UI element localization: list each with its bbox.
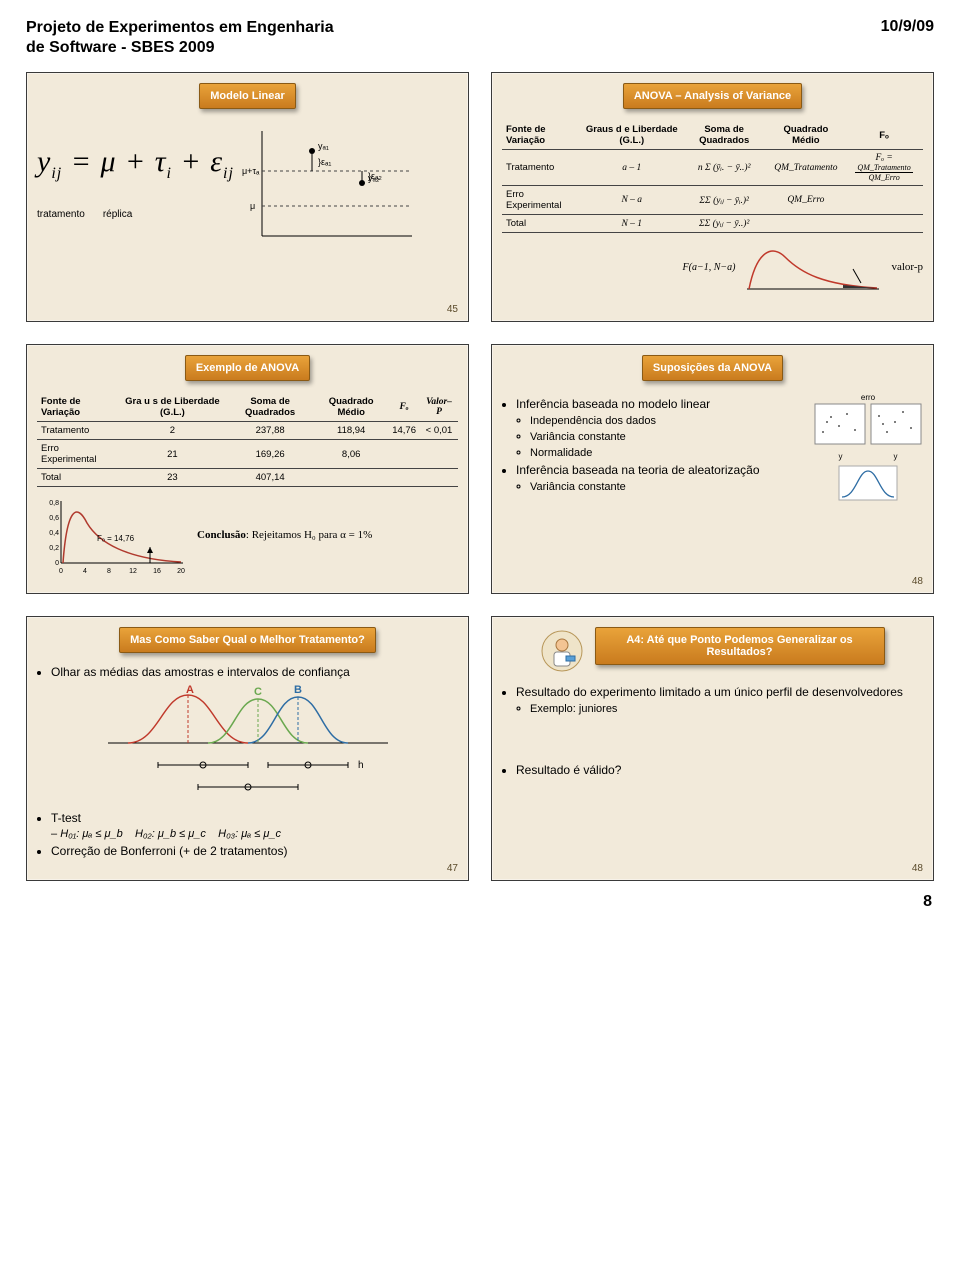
svg-text:0,4: 0,4 — [49, 530, 59, 537]
svg-text:16: 16 — [153, 568, 161, 575]
slide-number: 48 — [912, 863, 923, 874]
valor-p-label: valor-p — [891, 261, 923, 273]
svg-text:B: B — [294, 684, 302, 696]
anova-example-table: Fonte de Variação Gra u s de Liberdade (… — [37, 393, 458, 487]
f-density-chart: 0,8 0,6 0,4 0,2 0 0 4 8 12 16 20 — [37, 495, 187, 575]
table-row: Total N – 1 ΣΣ (yᵢⱼ − ȳ..)² — [502, 215, 923, 233]
svg-text:0: 0 — [55, 560, 59, 567]
table-row: Tratamento 2 237,88 118,94 14,76 < 0,01 — [37, 422, 458, 440]
normal-curve-icon — [838, 465, 898, 501]
slide-title: Mas Como Saber Qual o Melhor Tratamento? — [119, 627, 376, 653]
col-fonte: Fonte de Variação — [502, 121, 582, 150]
header-title: Projeto de Experimentos em Engenharia de… — [26, 18, 334, 58]
linear-model-equation: yij = μ + τi + εij — [37, 145, 234, 178]
f-dist-label: F(a−1, N−a) — [683, 262, 736, 273]
svg-text:}εₐ₂: }εₐ₂ — [368, 171, 382, 181]
table-row: Tratamento a – 1 n Σ (ȳᵢ. − ȳ..)² QM_Tra… — [502, 150, 923, 186]
svg-text:μ: μ — [250, 201, 255, 211]
svg-text:0,6: 0,6 — [49, 515, 59, 522]
slide-title: Modelo Linear — [199, 83, 296, 109]
label-replica: réplica — [103, 209, 132, 220]
svg-text:8: 8 — [107, 568, 111, 575]
slide-generalizar-resultados: A4: Até que Ponto Podemos Generalizar os… — [491, 616, 934, 881]
header-line1: Projeto de Experimentos em Engenharia — [26, 19, 334, 36]
col-gl: Graus d e Liberdade (G.L.) — [582, 121, 682, 150]
slide-modelo-linear: Modelo Linear yij = μ + τi + εij tratame… — [26, 72, 469, 322]
residual-scatter-icon — [813, 402, 923, 450]
col-sq: Soma de Quadrados — [682, 121, 767, 150]
svg-text:μ+τₐ: μ+τₐ — [242, 166, 260, 176]
table-row: Erro Experimental N – a ΣΣ (yᵢⱼ − ȳᵢ.)² … — [502, 186, 923, 215]
three-distributions-icon: A C B — [98, 683, 398, 753]
page-header: Projeto de Experimentos em Engenharia de… — [26, 18, 934, 58]
svg-text:}εₐ₁: }εₐ₁ — [318, 157, 331, 167]
svg-text:12: 12 — [129, 568, 137, 575]
slide-title: Exemplo de ANOVA — [185, 355, 310, 381]
svg-text:20: 20 — [177, 568, 185, 575]
bullet-list: Inferência baseada no modelo linear Inde… — [502, 393, 923, 501]
slide-title: A4: Até que Ponto Podemos Generalizar os… — [595, 627, 885, 665]
conclusion-text: Conclusão: Rejeitamos H₀ para α = 1% — [197, 529, 372, 541]
slide-melhor-tratamento: Mas Como Saber Qual o Melhor Tratamento?… — [26, 616, 469, 881]
anova-definition-table: Fonte de Variação Graus d e Liberdade (G… — [502, 121, 923, 233]
col-qm: Quadrado Médio — [767, 121, 846, 150]
page-number: 8 — [923, 893, 932, 911]
slide-suposicoes-anova: Suposições da ANOVA Inferência baseada n… — [491, 344, 934, 594]
svg-text:h: h — [358, 760, 364, 771]
svg-text:0: 0 — [59, 568, 63, 575]
f-distribution-curve — [743, 239, 883, 295]
svg-text:0,8: 0,8 — [49, 500, 59, 507]
hypotheses-row: – H₀₁: μₐ ≤ μ_b H₀₂: μ_b ≤ μ_c H₀₃: μₐ ≤… — [51, 828, 458, 840]
slide-number: 45 — [447, 304, 458, 315]
svg-text:A: A — [186, 684, 194, 696]
svg-text:0,2: 0,2 — [49, 545, 59, 552]
svg-text:C: C — [254, 686, 262, 698]
fo-marker-label: Fₒ = 14,76 — [97, 534, 135, 543]
linear-model-diagram: μ+τₐ μ yₐ₁ }εₐ₁ yₐ₂ }εₐ₂ — [242, 121, 422, 251]
svg-text:yₐ₁: yₐ₁ — [318, 141, 329, 151]
table-row: Total 23 407,14 — [37, 469, 458, 487]
slide-number: 47 — [447, 863, 458, 874]
header-date: 10/9/09 — [881, 18, 934, 58]
header-line2: de Software - SBES 2009 — [26, 39, 215, 56]
col-fo: Fₒ — [845, 121, 923, 150]
label-tratamento: tratamento — [37, 209, 85, 220]
slide-anova-analysis: ANOVA – Analysis of Variance Fonte de Va… — [491, 72, 934, 322]
svg-text:4: 4 — [83, 568, 87, 575]
slide-exemplo-anova: Exemplo de ANOVA Fonte de Variação Gra u… — [26, 344, 469, 594]
scientist-icon — [541, 630, 583, 672]
table-row: Erro Experimental 21 169,26 8,06 — [37, 440, 458, 469]
slide-title: Suposições da ANOVA — [642, 355, 783, 381]
slide-title: ANOVA – Analysis of Variance — [623, 83, 802, 109]
slide-number: 48 — [912, 576, 923, 587]
interval-plot-icon: h — [98, 753, 398, 807]
erro-label: erro — [813, 393, 923, 402]
